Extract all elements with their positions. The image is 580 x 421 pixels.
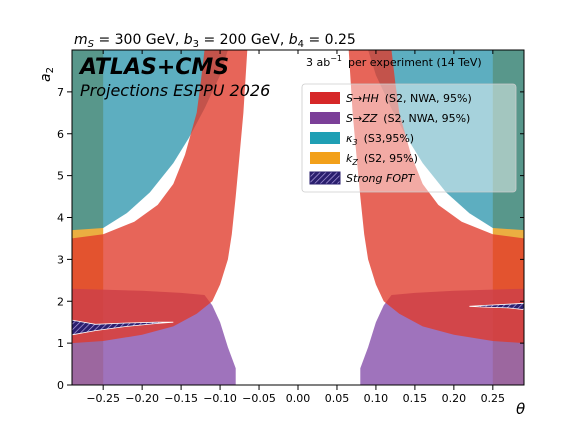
- experiment-label: ATLAS+CMS: [78, 55, 229, 80]
- chart-title: mS = 300 GeV, b3 = 200 GeV, b4 = 0.25: [74, 32, 356, 50]
- legend-swatch: [310, 132, 340, 144]
- y-axis-label: a2: [38, 67, 56, 82]
- x-tick-label: 0.05: [325, 392, 350, 405]
- x-tick-label: 0.20: [442, 392, 467, 405]
- legend-label: κ3 (S3,95%): [346, 132, 414, 147]
- legend-swatch: [310, 152, 340, 164]
- x-tick-label: −0.25: [86, 392, 120, 405]
- y-tick-label: 4: [57, 212, 64, 225]
- legend-label: S→ZZ (S2, NWA, 95%): [346, 112, 470, 125]
- legend-swatch: [310, 112, 340, 124]
- y-axis: 0 1 2 3 4 5 6 7: [57, 86, 524, 392]
- legend-label: Strong FOPT: [346, 172, 416, 185]
- x-tick-label: 0.15: [403, 392, 428, 405]
- region-strong_fopt-1: [469, 302, 524, 311]
- region-kappa3-1: [368, 50, 524, 231]
- x-tick-label: 0.10: [364, 392, 389, 405]
- legend-swatch: [309, 171, 341, 185]
- x-tick-label: −0.15: [164, 392, 198, 405]
- legend-label: kZ (S2, 95%): [346, 152, 418, 167]
- x-tick-label: 0.25: [481, 392, 506, 405]
- x-tick-label: −0.10: [203, 392, 237, 405]
- region-S_HH-0: [72, 50, 248, 344]
- y-tick-label: 3: [57, 253, 64, 266]
- legend: S→HH (S2, NWA, 95%) S→ZZ (S2, NWA, 95%) κ3 (S…: [301, 83, 517, 193]
- y-tick-label: 7: [57, 86, 64, 99]
- projection-label: Projections ESPPU 2026: [80, 81, 270, 100]
- x-tick-label: 0.00: [286, 392, 311, 405]
- region-S_HH-1: [348, 50, 524, 344]
- y-tick-label: 6: [57, 128, 64, 141]
- legend-label: S→HH (S2, NWA, 95%): [346, 92, 472, 105]
- region-strong_fopt-0: [72, 319, 174, 336]
- x-tick-label: −0.05: [242, 392, 276, 405]
- exclusion-regions: [72, 50, 524, 385]
- x-axis: −0.25 −0.20 −0.15 −0.10 −0.05 0.00 0.05 0.10 0.1…: [86, 50, 505, 405]
- legend-swatch: [310, 92, 340, 104]
- y-tick-label: 0: [57, 379, 64, 392]
- y-tick-label: 1: [57, 337, 64, 350]
- lumi-label: 3 ab−1 per experiment (14 TeV): [306, 54, 482, 69]
- x-tick-label: −0.20: [125, 392, 159, 405]
- x-axis-label: θ: [516, 400, 525, 418]
- region-kappa3-0: [72, 50, 228, 231]
- y-tick-label: 5: [57, 170, 64, 183]
- y-tick-label: 2: [57, 295, 64, 308]
